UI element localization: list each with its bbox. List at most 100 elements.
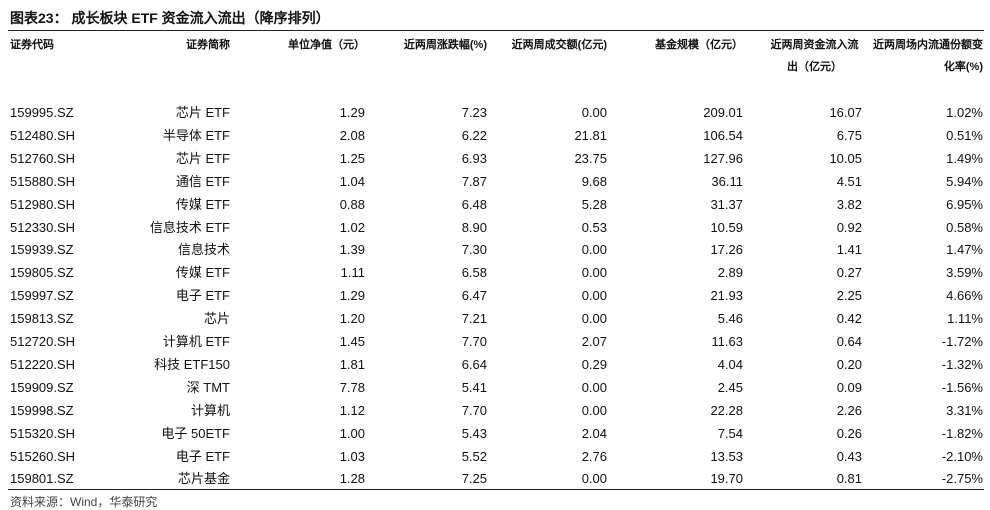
- code-cell: 159813.SZ: [10, 311, 74, 327]
- value-cell: 2.08: [339, 127, 365, 143]
- value-cell: 0.00: [581, 471, 607, 487]
- value-cell: 22.28: [710, 402, 743, 418]
- column-header: 近两周涨跌幅(%): [403, 39, 487, 51]
- value-cell: 4.04: [717, 356, 743, 372]
- value-cell: -1.82%: [941, 425, 983, 441]
- name-cell: 传媒 ETF: [175, 265, 230, 281]
- code-cell: 159805.SZ: [10, 265, 74, 281]
- code-cell: 159909.SZ: [10, 379, 74, 395]
- value-cell: 2.76: [581, 448, 607, 464]
- code-cell: 515880.SH: [10, 173, 76, 189]
- value-cell: 0.58%: [946, 219, 983, 235]
- value-cell: -2.10%: [941, 448, 983, 464]
- value-cell: 2.26: [836, 402, 862, 418]
- value-cell: 2.04: [581, 425, 607, 441]
- value-cell: 1.28: [339, 471, 365, 487]
- value-cell: 17.26: [710, 242, 743, 258]
- column-header: 近两周场内流通份额变化率(%): [873, 39, 983, 73]
- value-cell: 7.23: [461, 105, 487, 120]
- value-cell: 1.12: [339, 402, 365, 418]
- value-cell: 1.81: [339, 356, 365, 372]
- value-cell: 10.59: [710, 219, 743, 235]
- value-cell: 1.03: [339, 448, 365, 464]
- source-note: 资料来源：Wind，华泰研究: [10, 495, 158, 509]
- value-cell: 7.87: [461, 173, 487, 189]
- name-cell: 电子 ETF: [175, 448, 230, 464]
- name-cell: 计算机: [190, 402, 230, 418]
- value-cell: 1.47%: [946, 242, 983, 258]
- column-header: 基金规模（亿元）: [655, 39, 743, 51]
- value-cell: 1.11: [340, 265, 365, 281]
- value-cell: 0.43: [836, 448, 862, 464]
- value-cell: 6.95%: [946, 196, 983, 212]
- value-cell: 0.64: [836, 334, 862, 349]
- code-cell: 159801.SZ: [10, 471, 74, 487]
- name-cell: 传媒 ETF: [175, 196, 230, 212]
- value-cell: 0.51%: [946, 127, 983, 143]
- code-cell: 512720.SH: [10, 334, 76, 349]
- value-cell: 2.89: [717, 265, 743, 281]
- value-cell: -1.56%: [941, 379, 983, 395]
- value-cell: 5.28: [581, 196, 607, 212]
- value-cell: 3.31%: [946, 402, 983, 418]
- value-cell: 5.52: [461, 448, 487, 464]
- name-cell: 科技 ETF150: [154, 356, 230, 372]
- code-cell: 159997.SZ: [10, 288, 74, 304]
- value-cell: 5.46: [717, 311, 743, 327]
- value-cell: 0.09: [836, 379, 862, 395]
- column-header: 单位净值（元）: [288, 39, 365, 51]
- value-cell: -1.72%: [941, 334, 983, 349]
- value-cell: 0.92: [836, 219, 862, 235]
- name-cell: 芯片基金: [177, 471, 230, 487]
- value-cell: 6.58: [461, 265, 487, 281]
- top-rule: [8, 30, 984, 31]
- column-header: 近两周成交额(亿元): [511, 39, 607, 51]
- column-header: 近两周资金流入流出（亿元）: [770, 39, 859, 73]
- value-cell: 1.49%: [946, 150, 983, 166]
- value-cell: 106.54: [703, 127, 743, 143]
- value-cell: 0.00: [581, 242, 607, 258]
- value-cell: 6.75: [836, 127, 862, 143]
- value-cell: 0.00: [581, 105, 607, 120]
- value-cell: 13.53: [710, 448, 743, 464]
- code-cell: 159995.SZ: [10, 105, 74, 120]
- value-cell: 7.30: [461, 242, 487, 258]
- value-cell: 5.43: [461, 425, 487, 441]
- name-cell: 信息技术: [177, 242, 230, 258]
- value-cell: 0.27: [836, 265, 862, 281]
- value-cell: 0.00: [581, 402, 607, 418]
- value-cell: 1.45: [339, 334, 365, 349]
- bottom-rule: [8, 489, 984, 490]
- value-cell: 5.94%: [946, 173, 983, 189]
- value-cell: 0.42: [836, 311, 862, 327]
- value-cell: 9.68: [581, 173, 607, 189]
- value-cell: 1.20: [339, 311, 365, 327]
- name-cell: 芯片: [203, 311, 230, 327]
- value-cell: 3.82: [836, 196, 862, 212]
- value-cell: 1.11%: [947, 311, 983, 327]
- column-header: 证券代码: [10, 39, 54, 51]
- value-cell: 0.00: [581, 265, 607, 281]
- value-cell: 7.78: [339, 379, 365, 395]
- name-cell: 计算机 ETF: [162, 334, 230, 349]
- value-cell: 1.41: [836, 242, 862, 258]
- value-cell: 16.07: [829, 105, 862, 120]
- value-cell: 8.90: [461, 219, 487, 235]
- value-cell: 2.45: [717, 379, 743, 395]
- value-cell: 4.51: [836, 173, 862, 189]
- value-cell: 6.47: [461, 288, 487, 304]
- value-cell: 31.37: [710, 196, 743, 212]
- value-cell: 0.00: [581, 288, 607, 304]
- value-cell: 209.01: [703, 105, 743, 120]
- value-cell: 7.54: [717, 425, 743, 441]
- code-cell: 515320.SH: [10, 425, 76, 441]
- value-cell: 7.21: [461, 311, 487, 327]
- value-cell: 0.29: [581, 356, 607, 372]
- value-cell: 10.05: [829, 150, 862, 166]
- value-cell: 1.29: [339, 288, 365, 304]
- value-cell: 1.39: [339, 242, 365, 258]
- value-cell: 6.22: [461, 127, 487, 143]
- value-cell: 1.02: [339, 219, 365, 235]
- value-cell: 1.04: [339, 173, 365, 189]
- name-cell: 电子 ETF: [175, 288, 230, 304]
